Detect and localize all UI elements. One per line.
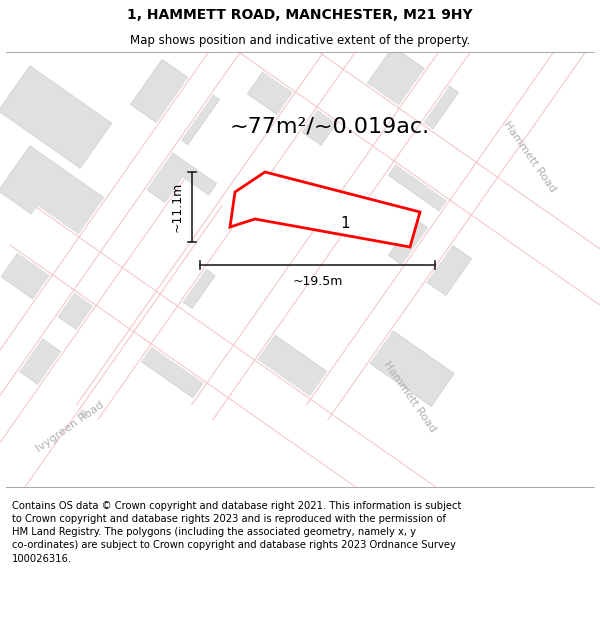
Polygon shape — [190, 0, 530, 421]
Polygon shape — [133, 144, 217, 221]
Polygon shape — [135, 236, 215, 309]
Text: ~77m²/~0.019ac.: ~77m²/~0.019ac. — [230, 117, 430, 137]
Text: 1, HAMMETT ROAD, MANCHESTER, M21 9HY: 1, HAMMETT ROAD, MANCHESTER, M21 9HY — [127, 8, 473, 21]
Text: Hammett Road: Hammett Road — [382, 359, 438, 434]
Text: 1: 1 — [340, 216, 350, 231]
Polygon shape — [75, 0, 415, 421]
Polygon shape — [388, 139, 472, 216]
Polygon shape — [388, 219, 472, 296]
Text: Ivygreen Road: Ivygreen Road — [34, 400, 106, 454]
Polygon shape — [199, 0, 600, 428]
Polygon shape — [230, 172, 420, 247]
Polygon shape — [0, 178, 224, 616]
Polygon shape — [9, 206, 600, 625]
Polygon shape — [366, 328, 454, 406]
Polygon shape — [0, 146, 112, 248]
Polygon shape — [305, 0, 600, 421]
Text: ~11.1m: ~11.1m — [171, 182, 184, 232]
Text: ~19.5m: ~19.5m — [292, 275, 343, 288]
Polygon shape — [0, 66, 112, 168]
Polygon shape — [247, 49, 353, 146]
Text: Map shows position and indicative extent of the property.: Map shows position and indicative extent… — [130, 34, 470, 47]
Text: Contains OS data © Crown copyright and database right 2021. This information is : Contains OS data © Crown copyright and d… — [12, 501, 461, 564]
Polygon shape — [131, 59, 220, 144]
Text: Hammett Road: Hammett Road — [502, 119, 558, 194]
Polygon shape — [0, 0, 300, 421]
Polygon shape — [361, 46, 458, 138]
Polygon shape — [251, 335, 349, 419]
Polygon shape — [136, 326, 215, 398]
Polygon shape — [2, 327, 107, 417]
Polygon shape — [1, 240, 109, 334]
